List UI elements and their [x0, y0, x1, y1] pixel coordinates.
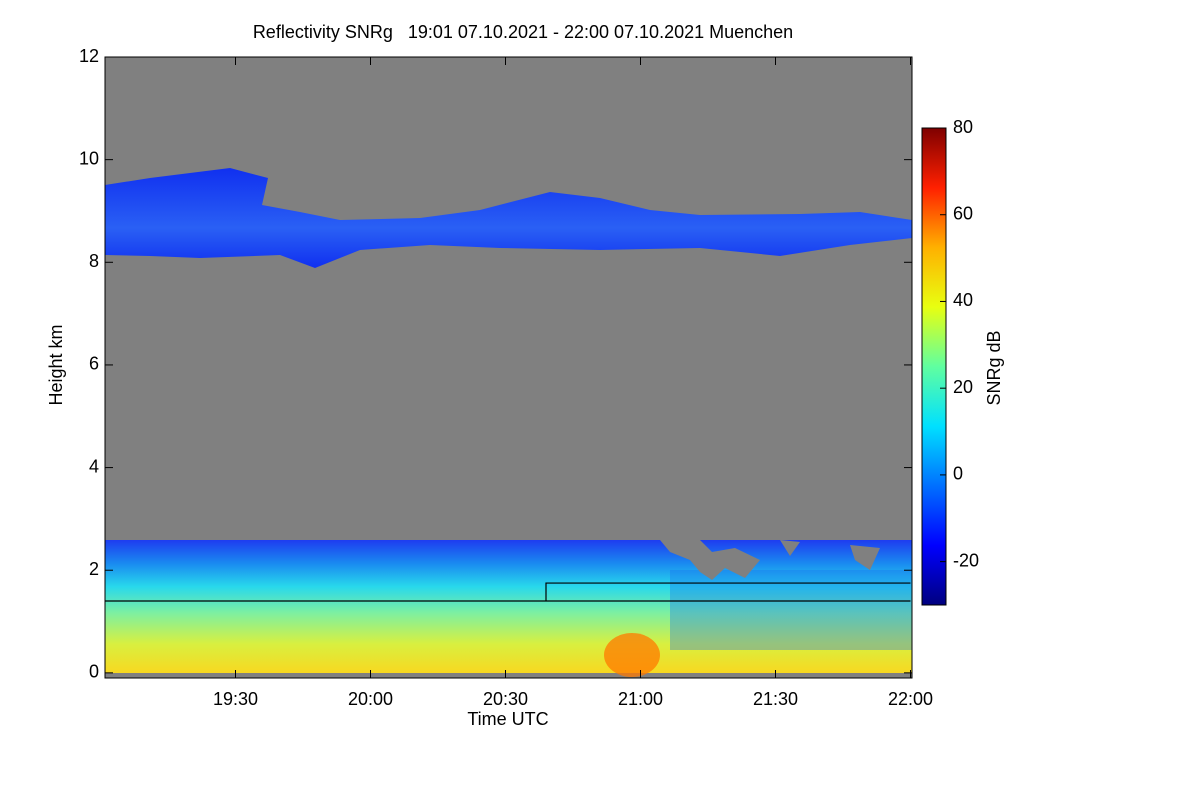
y-tick-label: 12 — [79, 46, 99, 66]
y-tick-label: 6 — [89, 354, 99, 374]
weak-echo — [670, 570, 912, 650]
x-tick-label: 22:00 — [888, 689, 933, 709]
x-tick-label: 21:00 — [618, 689, 663, 709]
high-reflectivity — [604, 633, 660, 677]
x-tick-label: 20:00 — [348, 689, 393, 709]
y-tick-label: 4 — [89, 456, 99, 476]
x-axis-label: Time UTC — [467, 709, 548, 729]
x-tick-label: 19:30 — [213, 689, 258, 709]
chart-title: Reflectivity SNRg 19:01 07.10.2021 - 22:… — [253, 22, 793, 42]
colorbar-label: SNRg dB — [984, 330, 1004, 405]
colorbar-tick-label: 20 — [953, 377, 973, 397]
x-tick-label: 21:30 — [753, 689, 798, 709]
cloud-layer — [105, 168, 912, 268]
colorbar-tick-label: 60 — [953, 203, 973, 223]
colorbar-tick-label: -20 — [953, 550, 979, 570]
y-tick-label: 10 — [79, 148, 99, 168]
y-tick-label: 8 — [89, 251, 99, 271]
boundary-layer — [105, 540, 912, 673]
plot-frame — [104, 56, 913, 679]
no-echo — [660, 540, 880, 580]
x-tick-label: 20:30 — [483, 689, 528, 709]
y-axis-label: Height km — [46, 324, 66, 405]
y-tick-label: 2 — [89, 559, 99, 579]
mixing-layer-line — [545, 582, 911, 602]
colorbar-tick-label: 40 — [953, 290, 973, 310]
colorbar-tick-label: 0 — [953, 464, 963, 484]
y-tick-label: 0 — [89, 662, 99, 682]
colorbar-tick-label: 80 — [953, 117, 973, 137]
colorbar — [921, 127, 947, 606]
